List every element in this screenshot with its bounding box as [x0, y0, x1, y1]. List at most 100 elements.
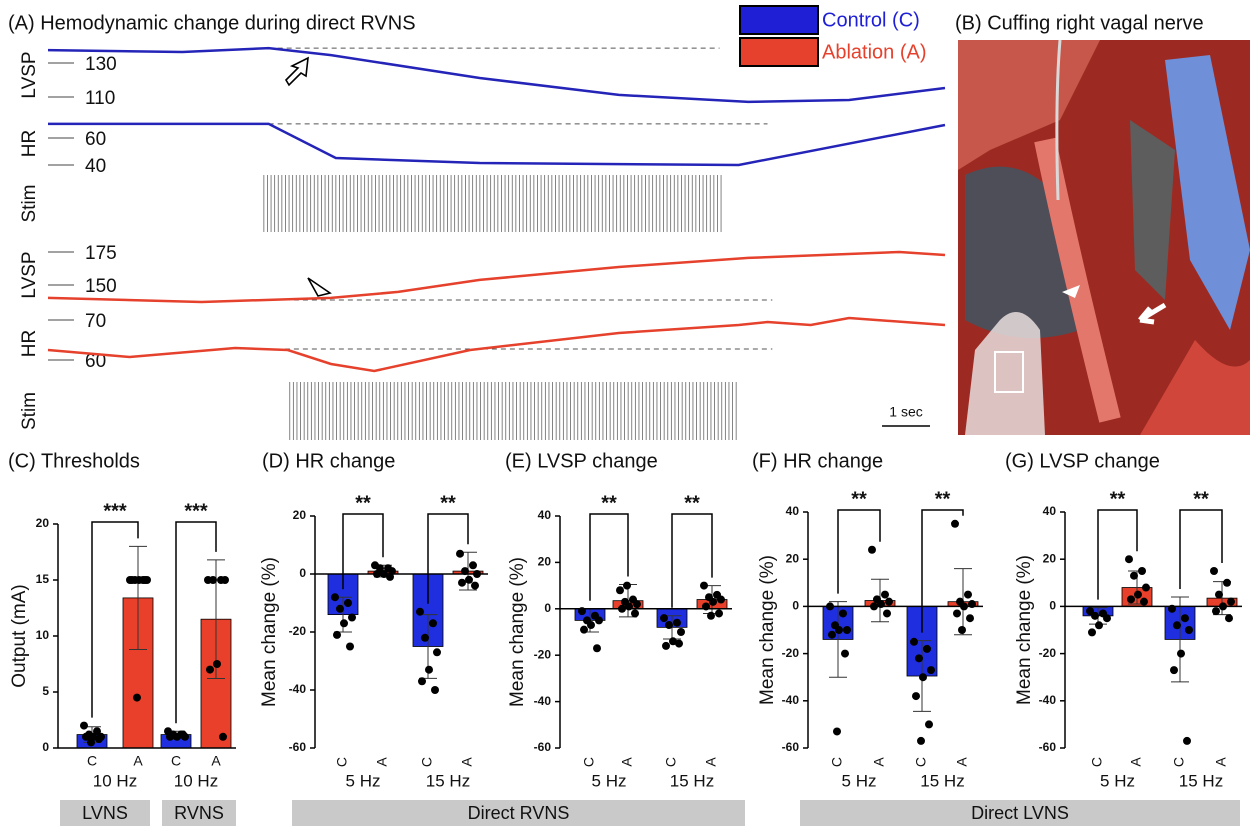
- data-point: [340, 619, 348, 628]
- y-tick-label: 175: [85, 243, 117, 264]
- data-point: [1103, 614, 1111, 623]
- data-point: [833, 727, 841, 736]
- trace-line: [47, 46, 946, 104]
- data-point: [469, 561, 477, 570]
- significance-label: **: [935, 488, 951, 510]
- data-point: [213, 660, 221, 668]
- footer-box: [162, 800, 236, 826]
- x-tick-label: A: [133, 753, 143, 769]
- y-tick-label: -40: [782, 693, 800, 707]
- data-point: [677, 628, 685, 636]
- data-point: [431, 686, 439, 694]
- significance-bracket: [589, 513, 629, 601]
- legend-swatch: [739, 5, 819, 35]
- data-point: [133, 693, 141, 702]
- data-point: [95, 735, 103, 744]
- y-tick-label: -20: [289, 624, 307, 638]
- x-tick-label: C: [1089, 757, 1105, 767]
- y-tick-label: 70: [85, 311, 106, 332]
- data-point: [1134, 590, 1142, 599]
- y-tick-label: -60: [1039, 740, 1057, 754]
- y-tick-label: -20: [1039, 646, 1057, 660]
- y-tick-label: 150: [85, 276, 117, 297]
- significance-bracket: [1097, 509, 1138, 600]
- data-point: [1125, 555, 1133, 564]
- group-label: 15 Hz: [426, 771, 470, 790]
- significance-bracket: [342, 513, 384, 590]
- footer-box: [800, 800, 1240, 826]
- data-point: [1225, 614, 1233, 623]
- y-tick-label: 130: [85, 54, 117, 75]
- data-point: [348, 613, 356, 622]
- group-label: 5 Hz: [1100, 771, 1135, 790]
- data-point: [433, 648, 441, 657]
- data-point: [425, 665, 433, 674]
- x-tick-label: C: [334, 757, 350, 767]
- data-point: [717, 595, 725, 604]
- y-tick-label: 20: [786, 551, 800, 565]
- data-point: [707, 611, 715, 620]
- data-point: [331, 593, 339, 602]
- x-tick-label: C: [663, 757, 679, 767]
- footer-box: [60, 800, 150, 826]
- data-point: [616, 586, 624, 595]
- significance-label: **: [851, 488, 867, 510]
- data-point: [1183, 736, 1191, 745]
- data-point: [881, 590, 889, 599]
- data-point: [919, 673, 927, 682]
- data-point: [416, 607, 424, 616]
- x-tick-label: C: [829, 757, 845, 767]
- y-tick-label: 40: [538, 508, 552, 522]
- scale-bar-label: 1 sec: [889, 404, 922, 420]
- x-tick-label: A: [1128, 757, 1144, 767]
- group-label: 5 Hz: [346, 771, 381, 790]
- data-point: [336, 604, 344, 613]
- data-point: [673, 618, 681, 627]
- legend-label: Control (C): [822, 9, 920, 31]
- y-tick-label: 40: [1043, 504, 1057, 518]
- footer-label: Direct RVNS: [468, 803, 570, 823]
- data-point: [593, 644, 601, 653]
- significance-label: **: [1193, 488, 1209, 510]
- data-point: [595, 616, 603, 625]
- y-tick-label: 0: [792, 599, 799, 613]
- data-point: [206, 665, 214, 674]
- panel-title: (G) LVSP change: [1005, 450, 1160, 472]
- data-point: [843, 626, 851, 634]
- significance-label: **: [684, 492, 700, 514]
- data-point: [1095, 621, 1103, 630]
- data-point: [958, 626, 966, 634]
- x-tick-label: A: [211, 753, 221, 769]
- x-tick-label: A: [871, 757, 887, 767]
- data-point: [660, 614, 668, 623]
- data-point: [135, 576, 143, 584]
- data-point: [1086, 607, 1094, 616]
- panel-title: (F) HR change: [752, 450, 883, 472]
- significance-bracket: [427, 513, 469, 604]
- open-arrowhead: [307, 277, 332, 297]
- y-tick-label: 20: [36, 516, 50, 530]
- data-point: [669, 637, 677, 646]
- data-point: [951, 519, 959, 528]
- data-point: [1173, 621, 1181, 630]
- x-tick-label: A: [619, 757, 635, 767]
- data-point: [828, 630, 836, 639]
- data-point: [1142, 583, 1150, 592]
- data-point: [915, 654, 923, 663]
- y-tick-label: 0: [544, 601, 551, 615]
- y-tick-label: 60: [85, 351, 106, 372]
- significance-bracket: [175, 521, 217, 724]
- data-point: [923, 644, 931, 653]
- error-bar: [129, 545, 147, 650]
- y-tick-label: -40: [534, 694, 552, 708]
- data-point: [141, 576, 149, 584]
- y-axis-label: HR: [19, 130, 40, 157]
- y-axis-label: Mean change (%): [757, 555, 778, 705]
- data-point: [665, 621, 673, 630]
- data-point: [93, 727, 101, 736]
- data-point: [209, 576, 217, 584]
- data-point: [128, 576, 136, 584]
- x-tick-label: C: [87, 753, 97, 769]
- data-point: [456, 549, 464, 558]
- x-tick-label: A: [1213, 757, 1229, 767]
